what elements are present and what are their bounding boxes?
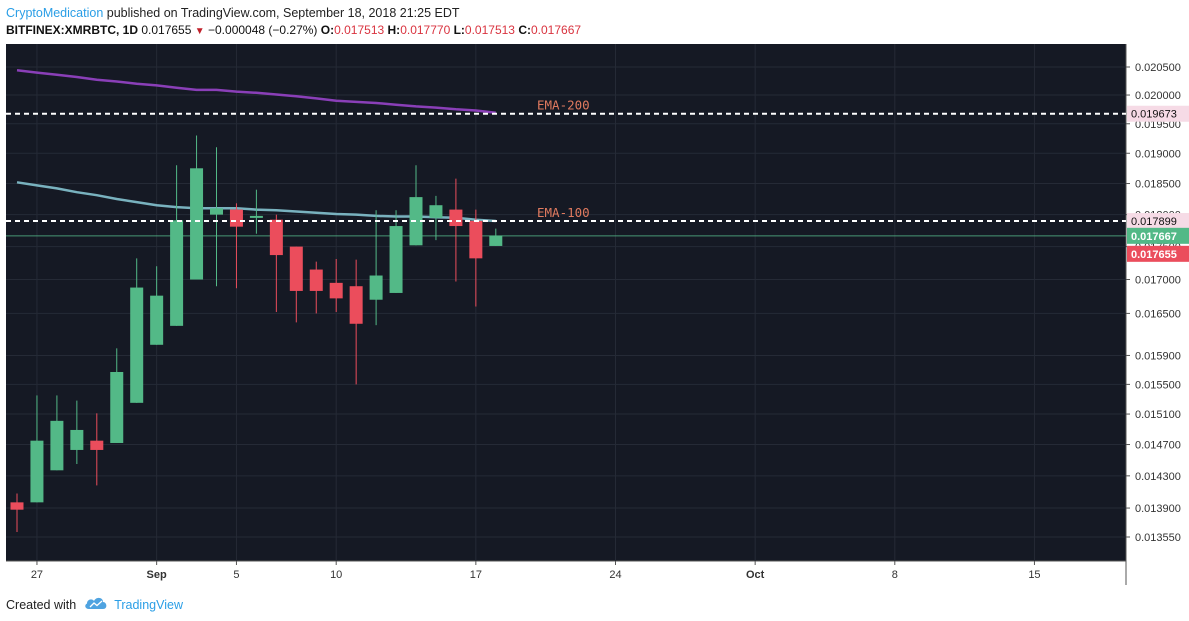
ema-200-price-tag — [1127, 105, 1189, 122]
ema-200-label: EMA-200 — [537, 98, 590, 113]
y-tick-label: 0.016500 — [1135, 308, 1181, 320]
y-tick-label: 0.020000 — [1135, 90, 1181, 102]
y-tick-label: 0.013550 — [1135, 532, 1181, 544]
candle-body-up — [389, 226, 403, 293]
y-tick-label: 0.013900 — [1135, 503, 1181, 515]
candle-body-up — [429, 205, 443, 218]
high-value: 0.017770 — [400, 23, 451, 37]
tradingview-link[interactable]: TradingView — [114, 597, 183, 612]
candle-body-up — [50, 420, 64, 471]
candle-body-down — [329, 282, 343, 299]
ticker-line: BITFINEX:XMRBTC, 1D 0.017655 ▼ −0.000048… — [6, 22, 581, 40]
last-price: 0.017655 — [141, 23, 192, 37]
ema-200-price-label: 0.019673 — [1131, 109, 1177, 121]
ema-100-price-label: 0.017899 — [1131, 216, 1177, 228]
down-arrow-icon: ▼ — [194, 26, 205, 37]
candle-body-up — [190, 168, 204, 280]
candle-body-down — [90, 440, 104, 450]
open-value: 0.017513 — [334, 23, 385, 37]
ema-100-price-tag — [1127, 213, 1189, 230]
candle-body-up — [130, 287, 144, 403]
y-tick-label: 0.015900 — [1135, 350, 1181, 362]
candle-body-up — [70, 429, 84, 450]
x-tick-label: 10 — [330, 569, 342, 581]
open-label: O: — [320, 23, 335, 37]
y-tick-label: 0.017000 — [1135, 275, 1181, 287]
candle-body-up — [369, 275, 383, 300]
candle-body-up — [150, 295, 164, 345]
candle-body-down — [289, 246, 303, 291]
price-change: −0.000048 (−0.27%) — [208, 23, 318, 37]
candles-group — [10, 135, 503, 532]
y-tick-label: 0.019500 — [1135, 119, 1181, 131]
y-tick-label: 0.019000 — [1135, 148, 1181, 160]
price-tag — [1127, 245, 1189, 262]
candle-body-up — [30, 440, 44, 503]
symbol-label: BITFINEX:XMRBTC, 1D — [6, 23, 138, 37]
candle-body-up — [210, 208, 223, 215]
price-tag-label: 0.017667 — [1131, 231, 1177, 243]
time-axis — [6, 561, 1126, 585]
candle-body-down — [309, 269, 323, 291]
candle-body-down — [229, 209, 243, 227]
plot-background — [6, 44, 1126, 561]
y-tick-label: 0.018500 — [1135, 179, 1181, 191]
price-tag-label: 0.017655 — [1131, 249, 1177, 261]
close-value: 0.017667 — [531, 23, 582, 37]
author-link[interactable]: CryptoMedication — [6, 6, 104, 20]
candle-body-down — [349, 286, 363, 324]
low-label: L: — [453, 23, 465, 37]
ema200-line — [16, 69, 496, 115]
y-tick-label: 0.015500 — [1135, 379, 1181, 391]
close-label: C: — [518, 23, 531, 37]
y-tick-label: 0.014300 — [1135, 471, 1181, 483]
publish-header: CryptoMedication published on TradingVie… — [6, 4, 460, 22]
y-tick-label: 0.015100 — [1135, 409, 1181, 421]
price-tag — [1127, 227, 1189, 244]
candle-body-down — [449, 209, 463, 227]
x-tick-label: 27 — [31, 569, 43, 581]
candle-body-up — [489, 235, 503, 246]
high-label: H: — [387, 23, 401, 37]
x-tick-label: Sep — [147, 569, 167, 581]
candle-body-down — [10, 502, 24, 510]
x-tick-label: 5 — [233, 569, 239, 581]
x-tick-label: 15 — [1028, 569, 1040, 581]
created-with-text: Created with — [6, 597, 77, 612]
low-value: 0.017513 — [464, 23, 515, 37]
candle-body-down — [269, 219, 283, 256]
price-chart[interactable]: 0.020500 0.020000 0.019500 0.019000 0.018500… — [0, 42, 1189, 587]
candle-body-down — [469, 220, 483, 259]
tradingview-cloud-icon — [84, 596, 108, 613]
y-tick-label: 0.014700 — [1135, 440, 1181, 452]
candle-body-up — [249, 215, 263, 218]
x-tick-label: 24 — [609, 569, 621, 581]
candle-body-up — [110, 371, 124, 443]
x-tick-label: Oct — [746, 569, 765, 581]
y-tick-label: 0.020500 — [1135, 62, 1181, 74]
footer: Created with TradingView — [6, 596, 183, 613]
x-tick-label: 17 — [470, 569, 482, 581]
ema-100-label: EMA-100 — [537, 205, 590, 220]
candle-body-up — [170, 220, 184, 326]
x-tick-label: 8 — [892, 569, 898, 581]
published-text: published on TradingView.com, September … — [103, 6, 460, 20]
